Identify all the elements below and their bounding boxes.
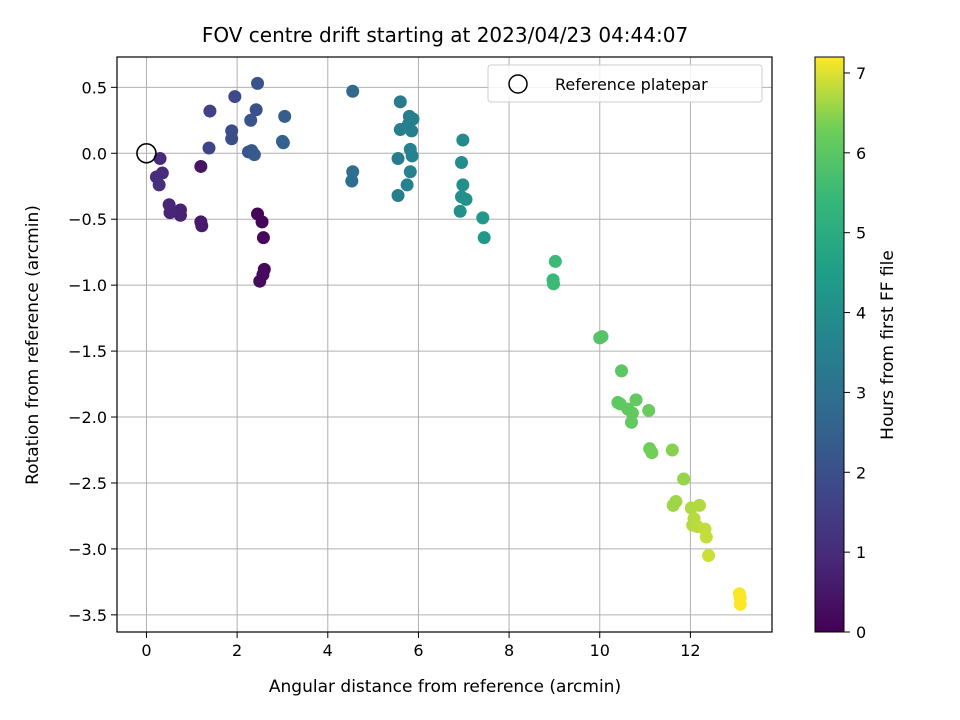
data-point: [253, 274, 267, 288]
data-point: [173, 208, 187, 222]
data-point: [624, 415, 638, 429]
y-tick-label: −3.0: [68, 540, 107, 559]
data-point: [405, 149, 419, 163]
colorbar-tick-label: 2: [856, 463, 866, 482]
data-point: [548, 254, 562, 268]
data-point: [692, 498, 706, 512]
colorbar-tick-label: 6: [856, 144, 866, 163]
data-point: [645, 446, 659, 460]
data-point: [345, 174, 359, 188]
y-tick-label: 0.5: [82, 78, 107, 97]
data-point: [456, 178, 470, 192]
data-point: [733, 597, 747, 611]
y-axis-ticks: 0.5 0.0 −0.5 −1.0 −1.5 −2.0 −2.5 −3.0 −3.5: [68, 78, 117, 625]
data-point: [393, 95, 407, 109]
data-point: [153, 152, 167, 166]
data-point: [629, 393, 643, 407]
data-point: [405, 124, 419, 138]
y-tick-label: −1.0: [68, 276, 107, 295]
x-tick-label: 4: [323, 641, 333, 660]
plot-area-frame: [116, 56, 773, 633]
data-point: [456, 133, 470, 147]
data-point: [476, 211, 490, 225]
y-tick-label: −0.5: [68, 210, 107, 229]
chart-title: FOV centre drift starting at 2023/04/23 …: [202, 23, 688, 47]
data-point: [276, 136, 290, 150]
data-point: [247, 148, 261, 162]
y-tick-label: −2.5: [68, 474, 107, 493]
data-point: [699, 530, 713, 544]
colorbar: 0 1 2 3 4 5 6 7 Hours from first FF file: [814, 56, 898, 642]
colorbar-label: Hours from first FF file: [878, 250, 898, 440]
colorbar-tick-label: 3: [856, 383, 866, 402]
data-point: [152, 178, 166, 192]
data-point: [453, 204, 467, 218]
colorbar-tick-label: 1: [856, 543, 866, 562]
reference-marker-layer: [136, 142, 157, 164]
data-point: [203, 104, 217, 118]
colorbar-ticks: 0 1 2 3 4 5 6 7: [844, 64, 866, 642]
legend: Reference platepar: [487, 64, 763, 103]
data-point: [391, 188, 405, 202]
legend-box: [487, 64, 763, 103]
data-point: [393, 123, 407, 137]
data-point: [677, 472, 691, 486]
x-tick-label: 12: [680, 641, 700, 660]
y-axis-label: Rotation from reference (arcmin): [23, 205, 43, 485]
data-points: [149, 76, 747, 611]
data-point: [228, 90, 242, 104]
data-point: [459, 192, 473, 206]
x-tick-label: 0: [141, 641, 151, 660]
data-point: [162, 198, 176, 212]
data-point: [202, 141, 216, 155]
data-point: [477, 231, 491, 245]
data-point: [665, 443, 679, 457]
legend-entry-reference-platepar: Reference platepar: [555, 75, 708, 94]
x-tick-label: 2: [232, 641, 242, 660]
colorbar-tick-label: 7: [856, 64, 866, 83]
data-point: [346, 84, 360, 98]
x-tick-label: 8: [504, 641, 514, 660]
data-point: [547, 277, 561, 291]
data-point: [225, 132, 239, 146]
data-point: [702, 549, 716, 563]
legend-reference-marker: [508, 74, 528, 94]
colorbar-tick-label: 4: [856, 304, 866, 323]
data-point: [278, 109, 292, 123]
x-axis-label: Angular distance from reference (arcmin): [269, 677, 621, 697]
y-tick-label: −2.0: [68, 408, 107, 427]
y-tick-label: 0.0: [82, 144, 107, 163]
data-point: [249, 103, 263, 117]
colorbar-gradient: [814, 56, 845, 633]
x-tick-label: 10: [590, 641, 610, 660]
data-point: [454, 156, 468, 170]
x-tick-label: 6: [413, 641, 423, 660]
data-point: [406, 112, 420, 126]
data-point: [666, 498, 680, 512]
data-point: [391, 152, 405, 166]
data-point: [642, 403, 656, 417]
data-point: [256, 231, 270, 245]
data-point: [244, 113, 258, 127]
y-tick-label: −3.5: [68, 606, 107, 625]
grid-lines: [117, 57, 772, 632]
data-point: [194, 159, 208, 173]
colorbar-tick-label: 0: [856, 623, 866, 642]
colorbar-tick-label: 5: [856, 224, 866, 243]
data-point: [251, 76, 265, 90]
data-point: [403, 165, 417, 179]
data-point: [595, 330, 609, 344]
data-point: [195, 219, 209, 233]
data-point: [255, 215, 269, 229]
x-axis-ticks: 0 2 4 6 8 10 12: [141, 632, 701, 660]
reference-platepar-marker: [136, 142, 157, 164]
data-point: [400, 178, 414, 192]
y-tick-label: −1.5: [68, 342, 107, 361]
data-point: [615, 364, 629, 378]
